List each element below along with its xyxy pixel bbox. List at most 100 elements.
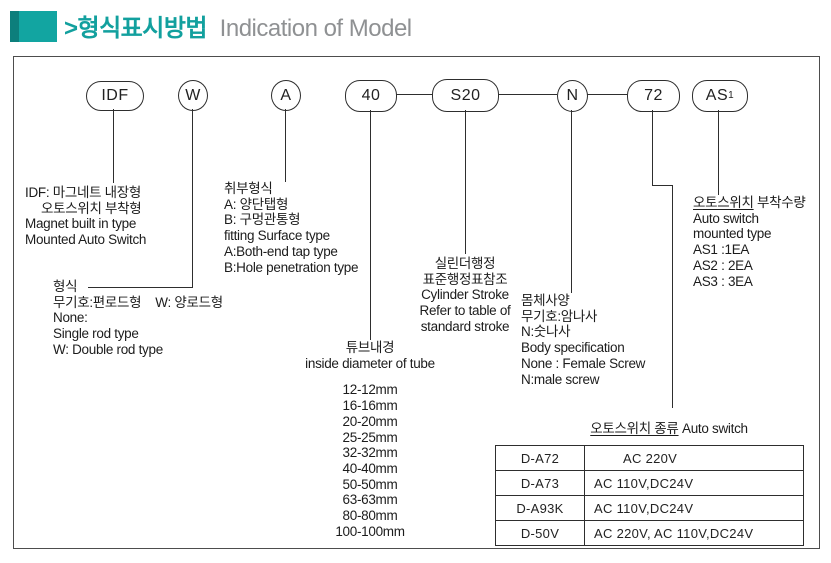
note-line: A: 양단탭형 [224, 196, 289, 212]
note-title: 형식 [53, 279, 78, 294]
code-segment-label: 40 [361, 87, 381, 104]
note-line: Cylinder Stroke [421, 287, 509, 303]
leader-line-rod-type [88, 287, 193, 289]
connector-line [396, 94, 432, 96]
table-cell-voltage: AC 220V, AC 110V,DC24V [594, 525, 754, 541]
note-title: 실린더행정 [434, 256, 496, 271]
note-line: Auto switch [693, 210, 759, 226]
code-segment-stroke: S20 [432, 79, 499, 112]
title-arrow-glyph: > [64, 15, 78, 42]
code-segment-label: A [280, 86, 292, 104]
note-pair-right: W: 양로드형 [155, 294, 223, 310]
table-cell-model: D-A93K [496, 496, 585, 520]
note-line: B: 구멍관통형 [224, 212, 301, 228]
table-row: D-A72 AC 220V [496, 446, 803, 470]
tube-size-item: 20-20mm [342, 413, 398, 429]
table-cell-model: D-50V [496, 521, 585, 545]
leader-line-switch-type [672, 185, 674, 408]
code-segment-subscript: 1 [728, 90, 735, 101]
note-line: None : Female Screw [521, 355, 646, 371]
code-segment-label: AS [705, 87, 729, 104]
table-row: D-A93K AC 110V,DC24V [496, 495, 803, 520]
note-line: Refer to table of [419, 303, 511, 319]
note-line: fitting Surface type [224, 228, 330, 244]
code-segment-label: IDF [101, 87, 129, 104]
note-switch-quantity: 오토스위치 부착수량 Auto switch mounted type AS1 … [693, 195, 806, 289]
note-line: Single rod type [53, 326, 139, 342]
note-line: 무기호:편로드형 W: 양로드형 [53, 295, 223, 311]
leader-line-bore [370, 110, 372, 340]
code-segment-idf: IDF [86, 81, 144, 111]
note-title: 튜브내경 [345, 340, 395, 355]
code-segment-label: W [185, 86, 201, 104]
code-segment-rod-type: W [178, 80, 208, 111]
note-magnet-built-in: IDF: 마그네트 내장형 오토스위치 부착형 Magnet built in … [25, 185, 146, 248]
note-title: 몸체사양 [521, 293, 570, 308]
table-cell-voltage: AC 110V,DC24V [594, 500, 694, 516]
note-line: N:male screw [521, 371, 600, 387]
table-cell-voltage: AC 220V [623, 450, 678, 466]
note-subtitle: inside diameter of tube [305, 355, 435, 371]
note-title: 취부형식 [224, 181, 273, 196]
code-segment-fitting: A [271, 80, 301, 111]
header-accent-icon-shade [10, 11, 19, 42]
code-segment-bore: 40 [345, 80, 397, 112]
note-line: AS1 :1EA [693, 242, 750, 258]
note-title-rest: 부착수량 [753, 195, 806, 210]
note-line: 표준행정표참조 [422, 271, 508, 287]
page-title: >형식표시방법 Indication of Model [64, 8, 412, 43]
table-cell-voltage: AC 110V,DC24V [594, 475, 694, 491]
note-line: Magnet built in type [25, 216, 137, 232]
leader-line-rod-type [192, 109, 194, 288]
tube-size-item: 80-80mm [342, 508, 398, 524]
code-segment-body-spec: N [557, 80, 588, 112]
connector-line [498, 94, 557, 96]
note-line: A:Both-end tap type [224, 243, 338, 259]
note-line: mounted type [693, 226, 772, 242]
note-fitting-type: 취부형식 A: 양단탭형 B: 구멍관통형 fitting Surface ty… [224, 181, 359, 275]
tube-size-item: 25-25mm [342, 429, 398, 445]
leader-line-switch-qty [718, 110, 720, 195]
leader-line-body-spec [571, 110, 573, 293]
tube-size-item: 12-12mm [342, 382, 398, 398]
note-line: Mounted Auto Switch [25, 232, 147, 248]
note-line: N:숫나사 [521, 324, 571, 340]
note-line: 무기호:암나사 [521, 308, 598, 324]
leader-line-fitting [285, 109, 287, 182]
tube-size-item: 32-32mm [342, 445, 398, 461]
note-line: B:Hole penetration type [224, 259, 359, 275]
tube-size-item: 63-63mm [342, 492, 398, 508]
leader-line-switch-type [652, 185, 673, 187]
note-rod-type: 형식 무기호:편로드형 W: 양로드형 None: Single rod type… [53, 279, 223, 358]
code-segment-switch-qty: AS 1 [692, 80, 748, 112]
leader-line-idf [113, 109, 115, 183]
note-title: 오토스위치 부착수량 [693, 195, 806, 211]
note-line: Body specification [521, 340, 625, 356]
note-line: AS3 : 3EA [693, 273, 753, 289]
page-title-korean: >형식표시방법 [64, 15, 208, 42]
code-segment-label: 72 [644, 87, 663, 104]
note-line: W: Double rod type [53, 341, 163, 357]
header-accent-icon [10, 11, 57, 42]
note-body-specification: 몸체사양 무기호:암나사 N:숫나사 Body specification No… [521, 293, 645, 387]
connector-line [587, 94, 627, 96]
title-korean-text: 형식표시방법 [77, 15, 208, 42]
leader-line-switch-type [652, 110, 654, 186]
table-cell-model: D-A73 [496, 471, 585, 495]
auto-switch-table-title: 오토스위치 종류 Auto switch [519, 417, 819, 437]
note-tube-diameter: 튜브내경 inside diameter of tube 12-12mm 16-… [297, 340, 443, 539]
page-title-english: Indication of Model [219, 15, 412, 42]
table-title-rest: Auto switch [678, 421, 748, 436]
note-line: standard stroke [420, 318, 510, 334]
table-row: D-50V AC 220V, AC 110V,DC24V [496, 520, 803, 545]
note-line: 오토스위치 부착형 [41, 200, 142, 216]
note-line: IDF: 마그네트 내장형 [25, 185, 142, 200]
note-pair-left: 무기호:편로드형 [53, 294, 142, 310]
note-cylinder-stroke: 실린더행정 표준행정표참조 Cylinder Stroke Refer to t… [404, 256, 526, 335]
auto-switch-table: D-A72 AC 220V D-A73 AC 110V,DC24V D-A93K… [495, 445, 804, 546]
tube-size-item: 50-50mm [342, 476, 398, 492]
code-segment-label: S20 [450, 86, 481, 104]
table-row: D-A73 AC 110V,DC24V [496, 470, 803, 495]
table-title-underlined: 오토스위치 종류 [590, 421, 679, 436]
